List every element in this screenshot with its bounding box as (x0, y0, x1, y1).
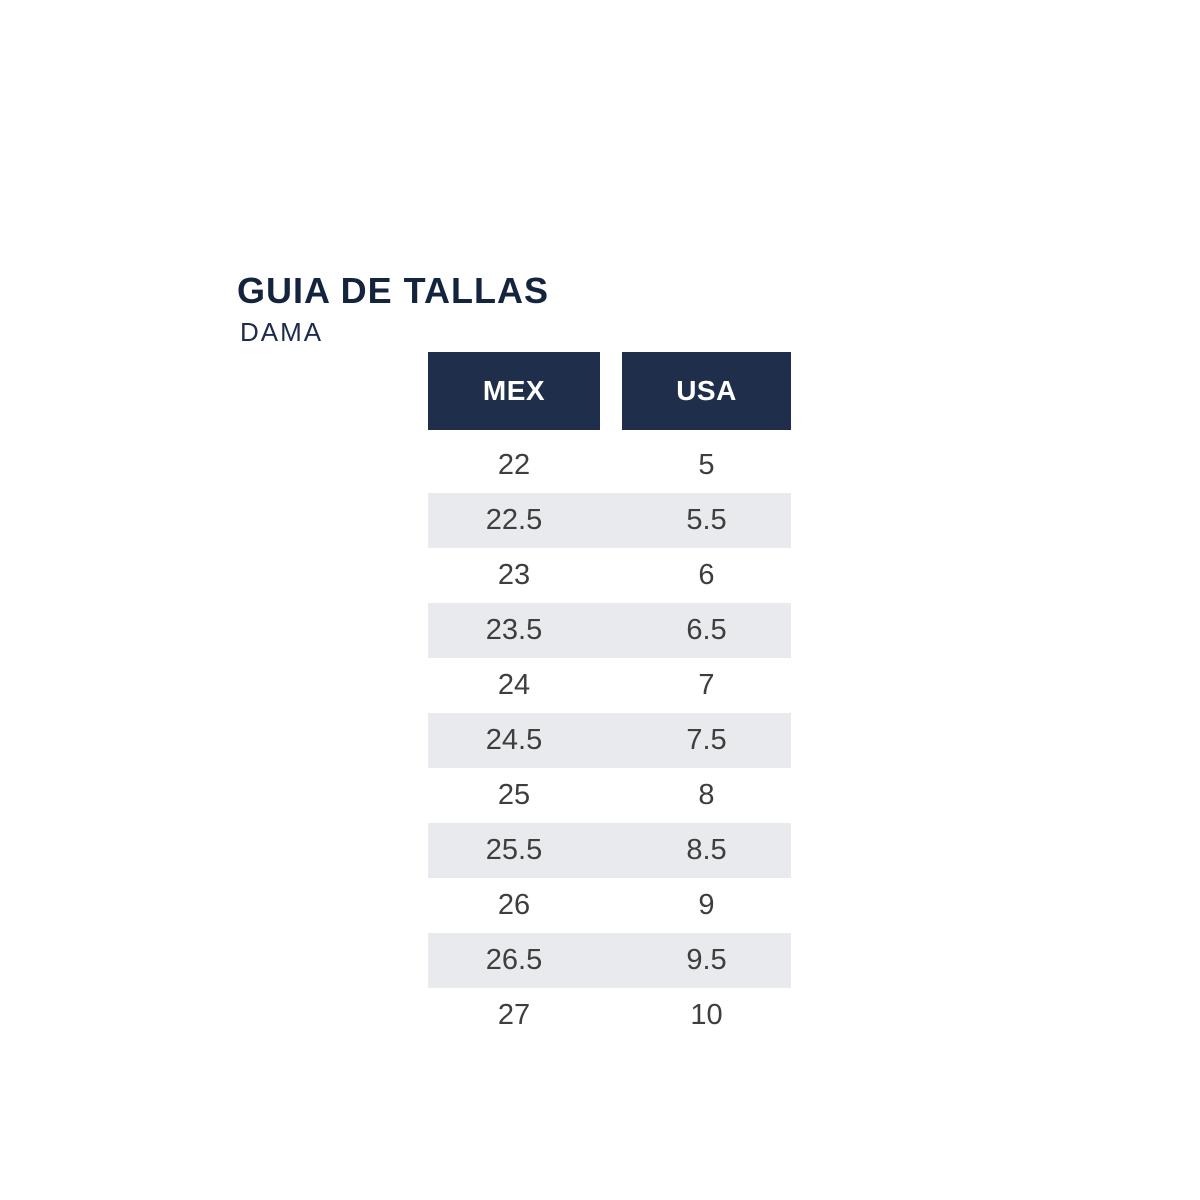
table-row: 25 8 (428, 768, 791, 823)
usa-cell: 6.5 (686, 614, 727, 646)
usa-cell: 6 (698, 559, 715, 591)
usa-cell: 10 (690, 999, 723, 1031)
usa-cell: 9 (698, 889, 715, 921)
column-header-usa: USA (622, 352, 791, 430)
mex-cell: 26 (497, 889, 531, 921)
size-table-header: MEX USA (428, 352, 791, 430)
page-subtitle: DAMA (240, 317, 324, 347)
table-row: 24 7 (428, 658, 791, 713)
usa-cell: 9.5 (686, 944, 727, 976)
mex-cell: 25 (497, 779, 531, 811)
usa-cell: 8 (698, 779, 715, 811)
table-row: 26 9 (428, 878, 791, 933)
mex-cell: 23.5 (485, 614, 543, 646)
usa-cell: 8.5 (686, 834, 727, 866)
mex-cell: 26.5 (485, 944, 543, 976)
mex-cell: 24 (497, 669, 531, 701)
page-title: GUIA DE TALLAS (237, 270, 549, 311)
table-row: 24.5 7.5 (428, 713, 791, 768)
column-header-mex: MEX (428, 352, 600, 430)
table-row: 25.5 8.5 (428, 823, 791, 878)
table-row: 27 10 (428, 988, 791, 1043)
mex-cell: 23 (497, 559, 531, 591)
usa-cell: 5.5 (686, 504, 727, 536)
mex-cell: 25.5 (485, 834, 543, 866)
table-row: 23 6 (428, 548, 791, 603)
mex-cell: 24.5 (485, 724, 543, 756)
size-table: MEX USA 22 5 22.5 5.5 23 6 23.5 6.5 24 (428, 352, 791, 1043)
table-row: 22.5 5.5 (428, 493, 791, 548)
size-table-body: 22 5 22.5 5.5 23 6 23.5 6.5 24 7 24.5 7.… (428, 438, 791, 1043)
usa-cell: 7 (698, 669, 715, 701)
table-row: 22 5 (428, 438, 791, 493)
usa-cell: 5 (698, 449, 715, 481)
table-row: 26.5 9.5 (428, 933, 791, 988)
table-row: 23.5 6.5 (428, 603, 791, 658)
mex-cell: 27 (497, 999, 531, 1031)
usa-cell: 7.5 (686, 724, 727, 756)
mex-cell: 22 (497, 449, 531, 481)
mex-cell: 22.5 (485, 504, 543, 536)
